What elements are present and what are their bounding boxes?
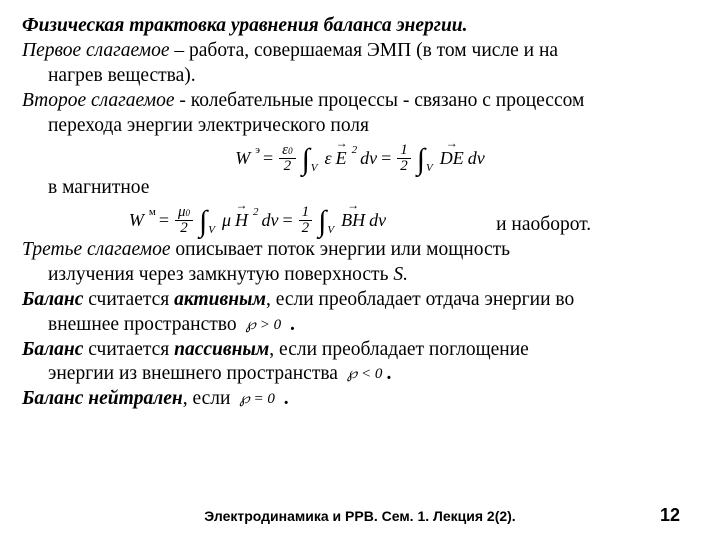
- cond-eq: ℘ = 0: [235, 391, 279, 407]
- term-first: Первое слагаемое: [22, 40, 170, 61]
- p4f: .: [285, 314, 295, 335]
- footer-text: Электродинамика и РРВ. Сем. 1. Лекция 2(…: [0, 508, 720, 524]
- formula-electric-energy: Wэ = ε02 ∫V εE2 dv = 12 ∫V DE dv: [22, 143, 698, 174]
- para-4-line2: внешнее пространство ℘ > 0 .: [22, 313, 698, 338]
- p2-rest: - колебательные процессы - связано с про…: [175, 90, 585, 111]
- p4b: считается: [83, 289, 174, 310]
- p5d: , если преобладает поглощение: [269, 339, 529, 360]
- p4e: внешнее пространство: [48, 314, 242, 335]
- formula-magnetic-energy: Wм = μ02 ∫V μH2 dv = 12 ∫V BH dv и наобо…: [22, 205, 698, 236]
- balance-word-1: Баланс: [22, 289, 83, 310]
- p1-rest: – работа, совершаемая ЭМП (в том числе и…: [170, 40, 559, 61]
- para-2-line1: Второе слагаемое - колебательные процесс…: [22, 89, 698, 114]
- para-1-line2: нагрев вещества).: [22, 64, 698, 89]
- para-3-line1: Третье слагаемое описывает поток энергии…: [22, 238, 698, 263]
- p6b: , если: [183, 388, 236, 409]
- balance-word-2: Баланс: [22, 339, 83, 360]
- para-5-line2: энергии из внешнего пространства ℘ < 0.: [22, 362, 698, 387]
- para-2-line2: перехода энергии электрического поля: [22, 114, 698, 139]
- p3-rest: описывает поток энергии или мощность: [171, 239, 510, 260]
- cond-gt: ℘ > 0: [242, 317, 286, 333]
- p5e: энергии из внешнего пространства: [48, 363, 343, 384]
- term-third: Третье слагаемое: [22, 239, 171, 260]
- title: Физическая трактовка уравнения баланса э…: [22, 15, 468, 36]
- cond-lt: ℘ < 0: [343, 366, 387, 382]
- p5f: .: [386, 363, 391, 384]
- para-1-line1: Первое слагаемое – работа, совершаемая Э…: [22, 39, 698, 64]
- active-word: активным: [174, 289, 266, 310]
- para-3-line2: излучения через замкнутую поверхность S.: [22, 263, 698, 288]
- para-6: Баланс нейтрален, если ℘ = 0 .: [22, 387, 698, 412]
- passive-word: пассивным: [174, 339, 269, 360]
- p6c: .: [279, 388, 289, 409]
- page-number: 12: [660, 505, 680, 526]
- reverse-label: и наоборот.: [406, 214, 591, 236]
- p3c: излучения через замкнутую поверхность: [48, 264, 393, 285]
- p4d: , если преобладает отдача энергии во: [266, 289, 574, 310]
- p5b: считается: [83, 339, 174, 360]
- surface-s: S.: [393, 264, 408, 285]
- neutral-word: Баланс нейтрален: [22, 388, 183, 409]
- term-second: Второе слагаемое: [22, 90, 175, 111]
- para-4-line1: Баланс считается активным, если преоблад…: [22, 288, 698, 313]
- para-5-line1: Баланс считается пассивным, если преобла…: [22, 338, 698, 363]
